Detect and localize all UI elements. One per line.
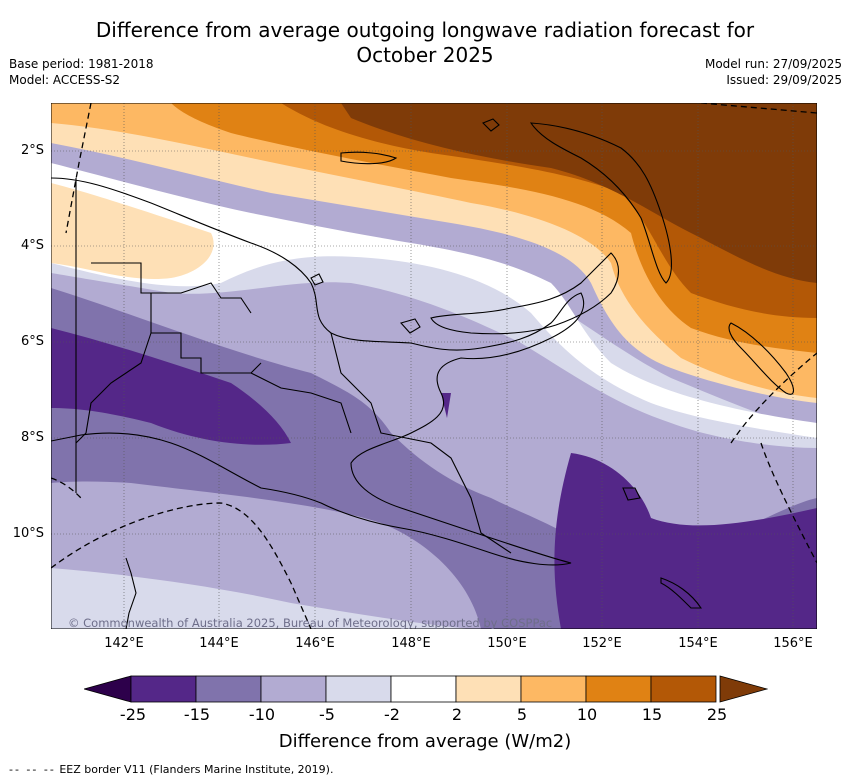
cape-york bbox=[125, 557, 137, 629]
copyright-text: © Commonwealth of Australia 2025, Bureau… bbox=[68, 616, 552, 629]
colorbar-title: Difference from average (W/m2) bbox=[278, 731, 572, 752]
colorbar-box-p15-p25 bbox=[650, 675, 717, 703]
lat-label-8s: 8°S bbox=[20, 430, 44, 445]
issued-date: Issued: 29/09/2025 bbox=[726, 73, 842, 87]
province-borders bbox=[75, 262, 512, 554]
colorbar-below-min bbox=[84, 675, 132, 703]
cb-tick-9: 25 bbox=[706, 705, 728, 724]
cb-tick-4: -2 bbox=[384, 705, 400, 724]
title-line-2: October 2025 bbox=[356, 43, 494, 67]
model-name: Model: ACCESS-S2 bbox=[9, 73, 121, 87]
model-run: Model run: 27/09/2025 bbox=[704, 57, 842, 71]
colorbar-box-m2-p2 bbox=[390, 675, 457, 703]
lon-label-156e: 156°E bbox=[773, 636, 813, 651]
new-guinea-coast bbox=[51, 177, 585, 566]
cb-tick-5: 2 bbox=[451, 705, 463, 724]
meta-right: Model run: 27/09/2025 Issued: 29/09/2025 bbox=[705, 56, 842, 88]
cb-tick-2: -10 bbox=[248, 705, 276, 724]
eez-legend-text: EEZ border V11 (Flanders Marine Institut… bbox=[59, 763, 334, 776]
lat-label-10s: 10°S bbox=[12, 526, 44, 541]
cb-tick-3: -5 bbox=[319, 705, 335, 724]
eez-legend-symbol: -- -- -- bbox=[9, 763, 56, 776]
field-m25-m15-southeast bbox=[554, 453, 817, 629]
cb-tick-6: 5 bbox=[516, 705, 528, 724]
colorbar-box-m5-m2 bbox=[325, 675, 392, 703]
colorbar-above-max bbox=[719, 675, 768, 703]
lon-label-152e: 152°E bbox=[582, 636, 622, 651]
graticule bbox=[51, 103, 817, 629]
title-line-1: Difference from average outgoing longwav… bbox=[95, 18, 755, 42]
lat-label-6s: 6°S bbox=[20, 334, 44, 349]
small-island-c bbox=[400, 318, 421, 334]
bougainville-coast bbox=[728, 322, 795, 395]
small-island-e bbox=[660, 577, 703, 609]
colorbar-box-m10-m5 bbox=[260, 675, 327, 703]
small-island-d bbox=[622, 487, 641, 501]
lat-label-2s: 2°S bbox=[20, 143, 44, 158]
field-p2-p5-pocket bbox=[51, 183, 214, 280]
new-britain-coast bbox=[430, 252, 620, 335]
lat-label-4s: 4°S bbox=[20, 238, 44, 253]
lon-label-154e: 154°E bbox=[678, 636, 718, 651]
colorbar-box-m15-m10 bbox=[195, 675, 262, 703]
small-island-a bbox=[482, 118, 500, 132]
colorbar-box-m25-m15 bbox=[130, 675, 197, 703]
chart-title: Difference from average outgoing longwav… bbox=[0, 18, 850, 68]
cb-tick-1: -15 bbox=[183, 705, 211, 724]
lon-label-144e: 144°E bbox=[199, 636, 239, 651]
field-m5-m2-sw bbox=[51, 568, 471, 629]
colorbar-box-p2-p5 bbox=[455, 675, 522, 703]
base-period: Base period: 1981-2018 bbox=[9, 57, 154, 71]
colorbar-box-p5-p10 bbox=[520, 675, 587, 703]
manus-coast bbox=[340, 151, 398, 165]
meta-left: Base period: 1981-2018 Model: ACCESS-S2 bbox=[9, 56, 154, 88]
lon-label-150e: 150°E bbox=[487, 636, 527, 651]
eez-borders bbox=[51, 103, 817, 629]
colorbar bbox=[84, 675, 768, 703]
small-island-b bbox=[310, 273, 324, 286]
cb-tick-0: -25 bbox=[119, 705, 147, 724]
field-m25-m15-west bbox=[51, 328, 291, 445]
field-m5-m2 bbox=[51, 248, 817, 448]
cb-tick-7: 10 bbox=[576, 705, 598, 724]
new-ireland-coast bbox=[529, 122, 672, 284]
lon-label-146e: 146°E bbox=[295, 636, 335, 651]
field-m2-p2 bbox=[51, 163, 817, 438]
colorbar-box-p10-p15 bbox=[585, 675, 652, 703]
eez-footnote: -- -- -- EEZ border V11 (Flanders Marine… bbox=[9, 763, 333, 776]
lon-label-142e: 142°E bbox=[104, 636, 144, 651]
cb-tick-8: 15 bbox=[641, 705, 663, 724]
lon-label-148e: 148°E bbox=[391, 636, 431, 651]
coastlines bbox=[51, 118, 795, 629]
anomaly-map: © Commonwealth of Australia 2025, Bureau… bbox=[51, 103, 817, 629]
